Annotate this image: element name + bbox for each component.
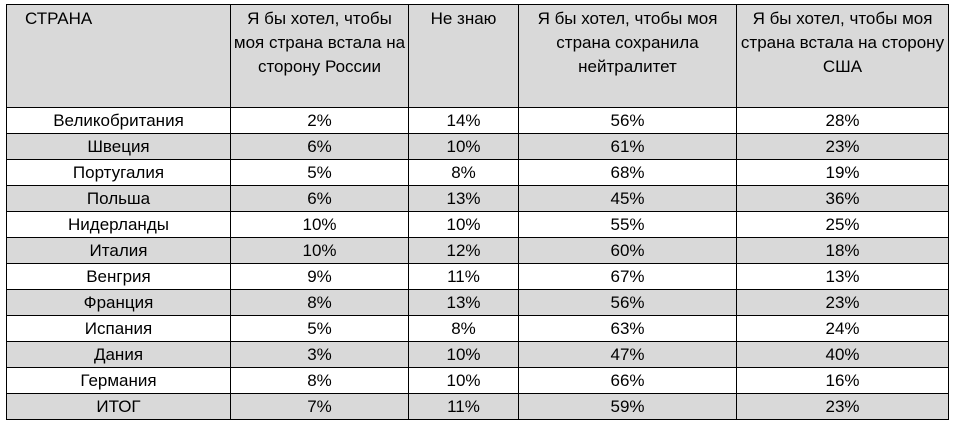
cell-neutral: 47% [518, 341, 737, 368]
table-row: Испания 5% 8% 63% 24% [6, 315, 949, 342]
cell-side-russia: 5% [230, 159, 409, 186]
cell-side-usa: 25% [736, 211, 949, 238]
table-row: Венгрия 9% 11% 67% 13% [6, 263, 949, 290]
cell-neutral: 55% [518, 211, 737, 238]
cell-side-russia: 9% [230, 263, 409, 290]
cell-dont-know: 13% [408, 185, 519, 212]
cell-side-russia: 6% [230, 133, 409, 160]
cell-side-usa: 13% [736, 263, 949, 290]
table-row: ИТОГ 7% 11% 59% 23% [6, 393, 949, 420]
cell-country: Германия [6, 367, 231, 394]
cell-dont-know: 10% [408, 133, 519, 160]
table-row: Франция 8% 13% 56% 23% [6, 289, 949, 316]
cell-neutral: 68% [518, 159, 737, 186]
cell-side-russia: 6% [230, 185, 409, 212]
cell-country: Нидерланды [6, 211, 231, 238]
cell-side-russia: 8% [230, 367, 409, 394]
cell-side-russia: 8% [230, 289, 409, 316]
header-side-russia: Я бы хотел, чтобы моя страна встала на с… [230, 4, 409, 108]
table-row: Италия 10% 12% 60% 18% [6, 237, 949, 264]
survey-table: СТРАНА Я бы хотел, чтобы моя страна вста… [6, 4, 949, 420]
cell-country: Дания [6, 341, 231, 368]
cell-side-usa: 40% [736, 341, 949, 368]
cell-neutral: 66% [518, 367, 737, 394]
cell-neutral: 59% [518, 393, 737, 420]
cell-neutral: 60% [518, 237, 737, 264]
cell-dont-know: 11% [408, 393, 519, 420]
table-row: Великобритания 2% 14% 56% 28% [6, 107, 949, 134]
cell-dont-know: 8% [408, 315, 519, 342]
header-neutral: Я бы хотел, чтобы моя страна сохранила н… [518, 4, 737, 108]
cell-dont-know: 14% [408, 107, 519, 134]
cell-side-russia: 7% [230, 393, 409, 420]
cell-side-russia: 5% [230, 315, 409, 342]
table-row: Португалия 5% 8% 68% 19% [6, 159, 949, 186]
header-dont-know: Не знаю [408, 4, 519, 108]
cell-neutral: 56% [518, 289, 737, 316]
header-row: СТРАНА Я бы хотел, чтобы моя страна вста… [6, 4, 949, 108]
cell-side-usa: 36% [736, 185, 949, 212]
table-row: Нидерланды 10% 10% 55% 25% [6, 211, 949, 238]
cell-country: Великобритания [6, 107, 231, 134]
table-row: Швеция 6% 10% 61% 23% [6, 133, 949, 160]
cell-dont-know: 10% [408, 211, 519, 238]
cell-dont-know: 10% [408, 341, 519, 368]
cell-dont-know: 13% [408, 289, 519, 316]
cell-country: Польша [6, 185, 231, 212]
cell-side-usa: 28% [736, 107, 949, 134]
cell-side-usa: 24% [736, 315, 949, 342]
cell-country: Италия [6, 237, 231, 264]
cell-side-russia: 3% [230, 341, 409, 368]
cell-dont-know: 10% [408, 367, 519, 394]
header-side-usa: Я бы хотел, чтобы моя страна встала на с… [736, 4, 949, 108]
cell-side-usa: 23% [736, 393, 949, 420]
cell-side-usa: 19% [736, 159, 949, 186]
cell-dont-know: 12% [408, 237, 519, 264]
cell-side-russia: 10% [230, 211, 409, 238]
header-country: СТРАНА [6, 4, 231, 108]
table-row: Польша 6% 13% 45% 36% [6, 185, 949, 212]
cell-side-usa: 23% [736, 133, 949, 160]
cell-country: Португалия [6, 159, 231, 186]
cell-side-russia: 10% [230, 237, 409, 264]
cell-neutral: 61% [518, 133, 737, 160]
cell-dont-know: 11% [408, 263, 519, 290]
cell-neutral: 63% [518, 315, 737, 342]
cell-side-usa: 23% [736, 289, 949, 316]
cell-country: Испания [6, 315, 231, 342]
cell-side-usa: 16% [736, 367, 949, 394]
cell-country: ИТОГ [6, 393, 231, 420]
table-header: СТРАНА Я бы хотел, чтобы моя страна вста… [6, 4, 949, 108]
cell-neutral: 56% [518, 107, 737, 134]
cell-side-usa: 18% [736, 237, 949, 264]
cell-neutral: 45% [518, 185, 737, 212]
cell-dont-know: 8% [408, 159, 519, 186]
table-body: Великобритания 2% 14% 56% 28% Швеция 6% 10% 61% 2… [6, 107, 949, 420]
cell-neutral: 67% [518, 263, 737, 290]
cell-side-russia: 2% [230, 107, 409, 134]
table-row: Дания 3% 10% 47% 40% [6, 341, 949, 368]
cell-country: Франция [6, 289, 231, 316]
table-row: Германия 8% 10% 66% 16% [6, 367, 949, 394]
cell-country: Швеция [6, 133, 231, 160]
cell-country: Венгрия [6, 263, 231, 290]
